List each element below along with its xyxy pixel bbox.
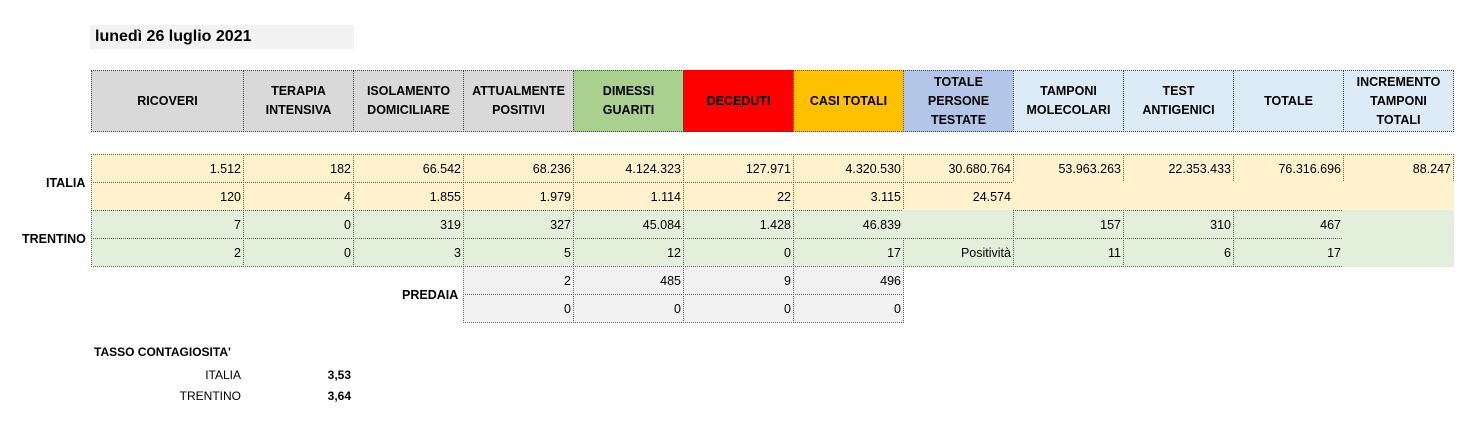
italia-cell: 1.114 bbox=[573, 182, 684, 211]
trentino-blank-cell bbox=[903, 210, 1014, 239]
trentino-cell: 1.428 bbox=[683, 210, 794, 239]
trentino-cell: 12 bbox=[573, 238, 684, 267]
trentino-blank-cell bbox=[1343, 238, 1454, 267]
row-label-trentino: TRENTINO bbox=[22, 232, 86, 246]
italia-cell: 66.542 bbox=[353, 154, 464, 183]
header-totale-persone-testate: TOTALE PERSONE TESTATE bbox=[903, 70, 1014, 132]
trentino-cell: 11 bbox=[1013, 238, 1124, 267]
trentino-cell: 46.839 bbox=[793, 210, 904, 239]
trentino-cell: 2 bbox=[91, 238, 244, 267]
predaia-cell: 2 bbox=[463, 266, 574, 295]
italia-cell: 1.979 bbox=[463, 182, 574, 211]
italia-cell: 3.115 bbox=[793, 182, 904, 211]
row-label-predaia: PREDAIA bbox=[402, 288, 459, 302]
trentino-cell: 7 bbox=[91, 210, 244, 239]
predaia-cell: 0 bbox=[793, 294, 904, 323]
italia-cell: 53.963.263 bbox=[1013, 154, 1124, 183]
trentino-cell: 5 bbox=[463, 238, 574, 267]
italia-cell: 4.124.323 bbox=[573, 154, 684, 183]
italia-cell: 24.574 bbox=[903, 182, 1014, 211]
predaia-cell: 485 bbox=[573, 266, 684, 295]
trentino-blank-cell bbox=[1343, 210, 1454, 239]
header-ricoveri: RICOVERI bbox=[91, 70, 244, 132]
italia-cell: 1.512 bbox=[91, 154, 244, 183]
italia-cell: 4.320.530 bbox=[793, 154, 904, 183]
italia-cell: 76.316.696 bbox=[1233, 154, 1344, 183]
predaia-cell: 9 bbox=[683, 266, 794, 295]
italia-cell: 68.236 bbox=[463, 154, 574, 183]
positivita-label: Positività bbox=[903, 238, 1014, 267]
date-label: lunedì 26 luglio 2021 bbox=[90, 25, 354, 49]
trentino-cell: 0 bbox=[243, 210, 354, 239]
trentino-cell: 310 bbox=[1123, 210, 1234, 239]
predaia-cell: 496 bbox=[793, 266, 904, 295]
predaia-cell: 0 bbox=[683, 294, 794, 323]
italia-cell: 127.971 bbox=[683, 154, 794, 183]
header-test-antigenici: TEST ANTIGENICI bbox=[1123, 70, 1234, 132]
italia-cell: 182 bbox=[243, 154, 354, 183]
tasso-trentino-label: TRENTINO bbox=[179, 389, 241, 403]
trentino-cell: 157 bbox=[1013, 210, 1124, 239]
tasso-italia-value: 3,53 bbox=[327, 368, 351, 382]
trentino-cell: 45.084 bbox=[573, 210, 684, 239]
header-dimessi-guariti: DIMESSI GUARITI bbox=[573, 70, 684, 132]
trentino-cell: 319 bbox=[353, 210, 464, 239]
italia-cell: 22.353.433 bbox=[1123, 154, 1234, 183]
header-terapia-intensiva: TERAPIA INTENSIVA bbox=[243, 70, 354, 132]
italia-cell: 88.247 bbox=[1343, 154, 1454, 183]
trentino-cell: 0 bbox=[683, 238, 794, 267]
tasso-italia-label: ITALIA bbox=[205, 368, 241, 382]
italia-cell: 1.855 bbox=[353, 182, 464, 211]
header-attualmente-positivi: ATTUALMENTE POSITIVI bbox=[463, 70, 574, 132]
tasso-title: TASSO CONTAGIOSITA' bbox=[94, 345, 231, 359]
header-incremento-tamponi-totali: INCREMENTO TAMPONI TOTALI bbox=[1343, 70, 1454, 132]
header-casi-totali: CASI TOTALI bbox=[793, 70, 904, 132]
trentino-cell: 17 bbox=[1233, 238, 1344, 267]
predaia-cell: 0 bbox=[463, 294, 574, 323]
header-tamponi-molecolari: TAMPONI MOLECOLARI bbox=[1013, 70, 1124, 132]
trentino-cell: 327 bbox=[463, 210, 574, 239]
trentino-cell: 6 bbox=[1123, 238, 1234, 267]
italia-cell: 4 bbox=[243, 182, 354, 211]
trentino-cell: 0 bbox=[243, 238, 354, 267]
row-label-italia: ITALIA bbox=[46, 176, 86, 190]
tasso-trentino-value: 3,64 bbox=[327, 389, 351, 403]
trentino-cell: 17 bbox=[793, 238, 904, 267]
trentino-cell: 3 bbox=[353, 238, 464, 267]
predaia-cell: 0 bbox=[573, 294, 684, 323]
header-totale: TOTALE bbox=[1233, 70, 1344, 132]
trentino-cell: 467 bbox=[1233, 210, 1344, 239]
italia-cell: 22 bbox=[683, 182, 794, 211]
italia-cell: 120 bbox=[91, 182, 244, 211]
italia-blank-cell bbox=[1013, 182, 1454, 211]
italia-cell: 30.680.764 bbox=[903, 154, 1014, 183]
